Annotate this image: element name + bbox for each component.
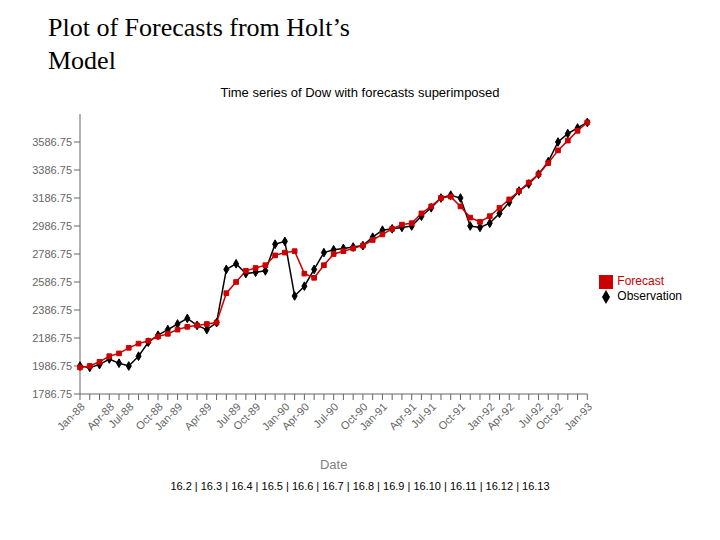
svg-text:2186.75: 2186.75: [32, 332, 72, 344]
svg-text:Oct-88: Oct-88: [133, 400, 165, 433]
svg-text:Oct-90: Oct-90: [338, 400, 370, 433]
svg-text:Jul-88: Jul-88: [106, 400, 136, 430]
svg-text:Jan-88: Jan-88: [55, 400, 87, 432]
svg-text:Apr-90: Apr-90: [279, 400, 311, 432]
svg-text:Jan-93: Jan-93: [562, 400, 594, 432]
svg-text:Jul-92: Jul-92: [515, 400, 546, 431]
svg-text:3186.75: 3186.75: [32, 192, 72, 204]
svg-text:Date: Date: [320, 457, 347, 472]
svg-text:2986.75: 2986.75: [32, 220, 72, 232]
svg-text:3586.75: 3586.75: [32, 136, 72, 148]
svg-text:Apr-91: Apr-91: [386, 400, 419, 433]
html-text:Time series of Dow with foreca: Time series of Dow with forecasts superi…: [220, 85, 500, 100]
html-text:16.2 | 16.3 | 16.4 | 16.5 | 16: 16.2 | 16.3 | 16.4 | 16.5 | 16.6 | 16.7 …: [170, 480, 550, 492]
svg-text:1786.75: 1786.75: [32, 388, 72, 400]
svg-text:2786.75: 2786.75: [32, 248, 72, 260]
html-text:Observation: Observation: [617, 289, 682, 303]
svg-text:Oct-92: Oct-92: [533, 400, 565, 432]
svg-text:2586.75: 2586.75: [32, 276, 72, 288]
svg-text:Apr-88: Apr-88: [84, 400, 117, 433]
svg-text:Jan-89: Jan-89: [152, 400, 184, 432]
svg-text:Apr-92: Apr-92: [484, 400, 516, 432]
svg-text:Jul-91: Jul-91: [408, 400, 438, 430]
svg-text:Jul-90: Jul-90: [311, 400, 341, 430]
svg-text:Jan-91: Jan-91: [357, 400, 389, 432]
svg-text:Apr-89: Apr-89: [182, 400, 214, 432]
html-text:Forecast: Forecast: [617, 274, 664, 289]
svg-text:Jan-92: Jan-92: [464, 400, 497, 433]
svg-text:Jan-90: Jan-90: [259, 400, 292, 433]
svg-text:Oct-89: Oct-89: [231, 400, 263, 432]
svg-text:2386.75: 2386.75: [32, 304, 72, 316]
svg-text:1986.75: 1986.75: [32, 360, 72, 372]
svg-text:Jul-89: Jul-89: [213, 400, 243, 431]
html-text:Plot of Forecasts from Holt’s: Plot of Forecasts from Holt’s Model: [48, 13, 350, 75]
svg-text:3386.75: 3386.75: [32, 164, 72, 176]
svg-text:Oct-91: Oct-91: [436, 400, 468, 432]
